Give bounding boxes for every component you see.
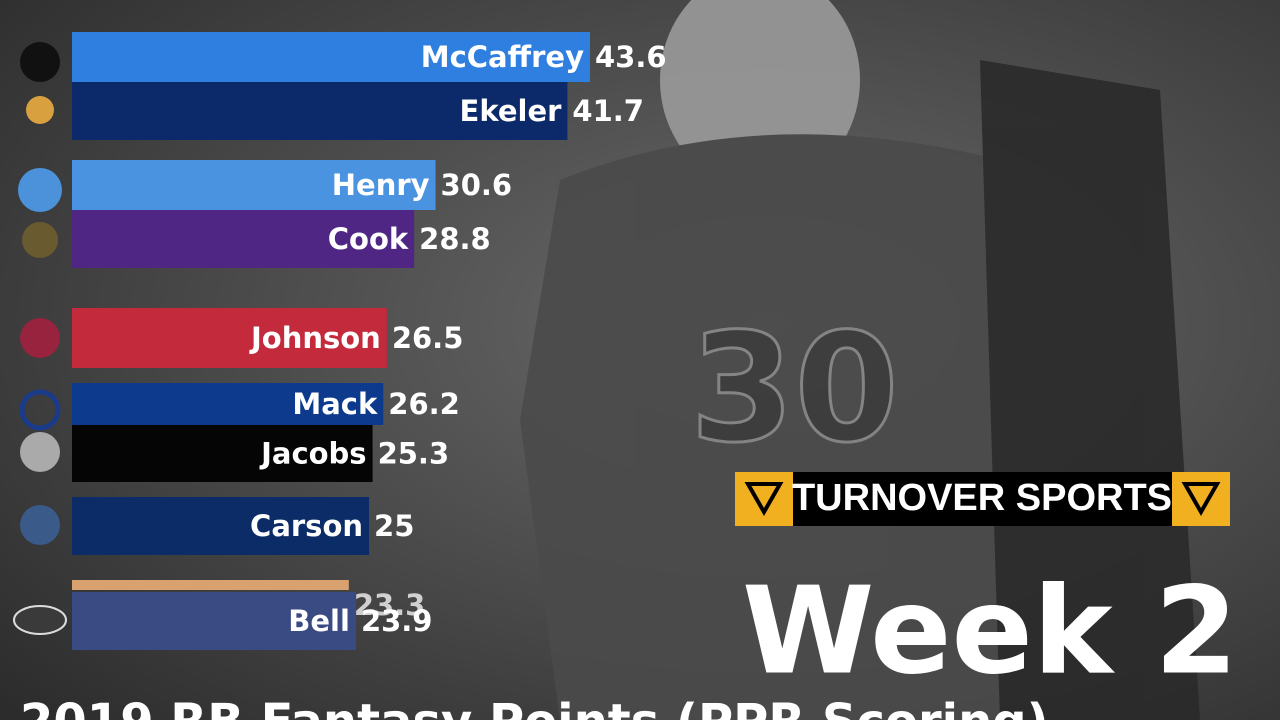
bar-name-label: Mack	[292, 387, 378, 421]
bar	[72, 592, 356, 650]
bar-value-label: 23.9	[361, 604, 433, 638]
chart-title: 2019 RB Fantasy Points (PPR Scoring)	[20, 694, 1049, 720]
bar-name-label: McCaffrey	[421, 40, 584, 74]
period-label: Week 2	[742, 563, 1238, 702]
bar	[72, 425, 373, 482]
bar-name-label: Jacobs	[259, 437, 367, 471]
bar-name-label: Henry	[332, 168, 430, 202]
bar-value-label: 43.6	[595, 40, 667, 74]
bars: McCaffrey 43.6 Ekeler 41.7 Henry 30.6 Cook 28.8…	[72, 32, 667, 650]
brand: TURNOVER SPORTS	[792, 477, 1172, 519]
bar-value-label: 23.3	[354, 588, 426, 622]
svg-text:30: 30	[690, 302, 899, 476]
bar-value-label: 26.5	[392, 321, 464, 355]
bar-name-label: Bell	[288, 604, 350, 638]
bar-name-label: Cook	[328, 222, 409, 256]
bar	[72, 160, 436, 210]
bar	[72, 32, 590, 82]
bar	[72, 580, 349, 590]
bar-value-label: 41.7	[572, 94, 644, 128]
bar	[72, 210, 415, 268]
bar-value-label: 30.6	[441, 168, 513, 202]
bar-value-label: 28.8	[419, 222, 491, 256]
bar	[72, 497, 370, 555]
player-photo: 30	[520, 0, 1200, 720]
bar-name-label: Carson	[250, 509, 363, 543]
bar-name-label: Ekeler	[460, 94, 563, 128]
bar-value-label: 25.3	[378, 437, 450, 471]
bar-value-label: 26.2	[388, 387, 460, 421]
team-logos	[13, 42, 67, 635]
bar	[72, 82, 568, 140]
bar	[72, 383, 384, 425]
bar-name-label: Johnson	[249, 321, 381, 355]
brand-badge: TURNOVER SPORTS	[735, 472, 1230, 526]
bar	[72, 308, 387, 368]
bar-value-label: 25	[374, 509, 414, 543]
